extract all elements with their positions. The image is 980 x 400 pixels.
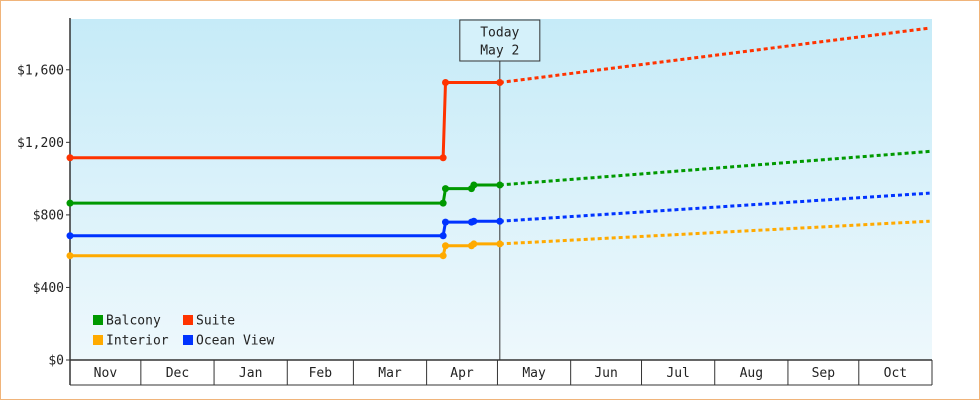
legend-swatch (93, 315, 103, 325)
data-point (470, 181, 478, 189)
x-tick-label: Jul (666, 366, 689, 381)
data-point (442, 185, 450, 193)
series-ocean-view (66, 191, 930, 240)
data-point (66, 154, 74, 162)
legend-label: Interior (106, 334, 169, 349)
data-point (439, 252, 447, 260)
data-point (439, 154, 447, 162)
y-tick-label: $800 (33, 208, 64, 223)
x-tick-label: May (522, 366, 546, 381)
projection-line (499, 219, 930, 246)
price-line (70, 219, 500, 238)
x-tick-label: Nov (94, 366, 118, 381)
today-date: May 2 (480, 44, 519, 59)
x-tick-label: Mar (378, 366, 402, 381)
data-point (439, 232, 447, 240)
y-tick-label: $400 (33, 281, 64, 296)
data-point (496, 78, 504, 86)
data-point (66, 232, 74, 240)
x-tick-label: Jun (594, 366, 617, 381)
legend-item-suite: Suite (183, 314, 235, 329)
today-marker: Today May 2 (459, 19, 541, 360)
legend-label: Ocean View (196, 334, 274, 349)
data-point (442, 218, 450, 226)
x-tick-label: Oct (884, 366, 907, 381)
y-tick-label: $1,600 (17, 63, 64, 78)
series-layer (66, 26, 930, 260)
data-point (496, 217, 504, 225)
legend-item-interior: Interior (93, 334, 169, 349)
legend-label: Suite (196, 314, 235, 329)
data-point (470, 217, 478, 225)
data-point (496, 240, 504, 248)
price-line (70, 80, 500, 160)
x-tick-label: Jan (239, 366, 262, 381)
legend-item-balcony: Balcony (93, 314, 161, 329)
x-tick-label: Aug (740, 366, 763, 381)
series-balcony (66, 149, 930, 207)
projection-line (499, 149, 930, 187)
x-tick-label: Dec (166, 366, 189, 381)
data-point (442, 242, 450, 250)
x-tick-label: Apr (450, 366, 474, 381)
data-point (66, 252, 74, 260)
x-tick-label: Feb (309, 366, 333, 381)
legend: Balcony Suite Interior Ocean View (93, 314, 274, 349)
data-point (496, 181, 504, 189)
legend-swatch (183, 315, 193, 325)
price-line (70, 183, 500, 205)
price-line (70, 242, 500, 258)
today-label: Today (480, 26, 519, 41)
today-box (459, 19, 541, 62)
data-point (66, 199, 74, 207)
legend-item-ocean-view: Ocean View (183, 334, 274, 349)
x-tick-label: Sep (812, 366, 836, 381)
legend-swatch (93, 335, 103, 345)
series-suite (66, 26, 930, 162)
legend-label: Balcony (106, 314, 161, 329)
plot-area (70, 19, 932, 360)
y-tick-label: $0 (48, 354, 64, 369)
data-point (470, 240, 478, 248)
projection-line (499, 26, 930, 84)
legend-swatch (183, 335, 193, 345)
y-tick-label: $1,200 (17, 136, 64, 151)
data-point (439, 199, 447, 207)
data-point (442, 78, 450, 86)
projection-line (499, 191, 930, 223)
series-interior (66, 219, 930, 260)
